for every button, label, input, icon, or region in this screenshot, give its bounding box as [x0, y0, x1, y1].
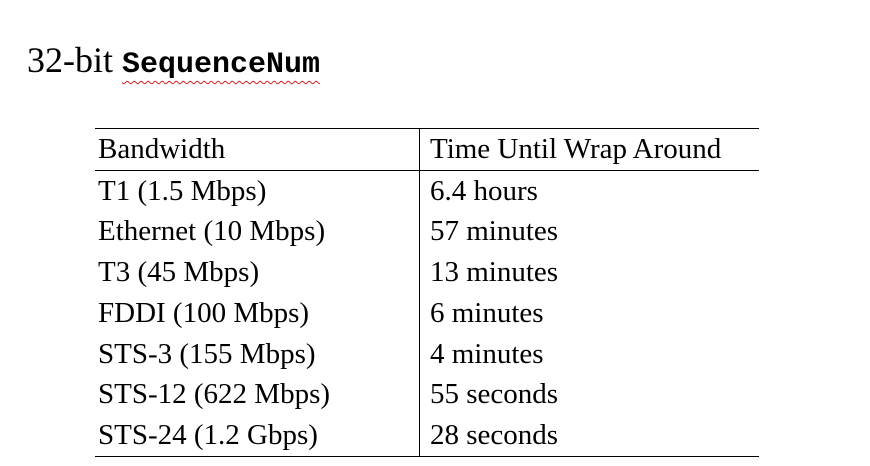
bandwidth-cell: T1 (1.5 Mbps)	[95, 170, 420, 212]
wrap-time-cell: 6.4 hours	[430, 174, 538, 207]
bandwidth-cell: STS-3 (155 Mbps)	[95, 333, 420, 375]
heading-prefix: 32-bit	[27, 40, 122, 80]
table-row: STS-3 (155 Mbps) 4 minutes	[95, 333, 759, 375]
wrap-time-cell: 28 seconds	[419, 414, 759, 457]
bandwidth-table: Bandwidth Time Until Wrap Around T1 (1.5…	[95, 128, 759, 457]
table-row: STS-24 (1.2 Gbps) 28 seconds	[95, 414, 759, 457]
bandwidth-cell: FDDI (100 Mbps)	[95, 292, 420, 334]
heading-code-term: SequenceNum	[122, 48, 321, 82]
table-row: T1 (1.5 Mbps) 6.4 hours	[95, 170, 759, 212]
bandwidth-cell: STS-12 (622 Mbps)	[95, 374, 420, 415]
table-row: Ethernet (10 Mbps) 57 minutes	[95, 211, 759, 253]
wrap-time-cell: 4 minutes	[430, 337, 544, 370]
page-heading: 32-bit SequenceNum	[27, 38, 320, 87]
table-row: FDDI (100 Mbps) 6 minutes	[95, 292, 759, 334]
header-bandwidth: Bandwidth	[95, 128, 420, 171]
table-header-row: Bandwidth Time Until Wrap Around	[95, 128, 759, 171]
bandwidth-cell: T3 (45 Mbps)	[95, 252, 420, 293]
bandwidth-cell: Ethernet (10 Mbps)	[95, 211, 420, 253]
wrap-time-cell: 57 minutes	[430, 215, 559, 248]
header-time-until-wrap: Time Until Wrap Around	[419, 128, 759, 171]
table-row: T3 (45 Mbps) 13 minutes	[95, 252, 759, 293]
table-row: STS-12 (622 Mbps) 55 seconds	[95, 374, 759, 415]
wrap-time-cell: 6 minutes	[430, 296, 544, 329]
wrap-time-cell: 13 minutes	[430, 256, 559, 289]
bandwidth-cell: STS-24 (1.2 Gbps)	[95, 414, 420, 457]
wrap-time-cell: 55 seconds	[430, 378, 559, 411]
